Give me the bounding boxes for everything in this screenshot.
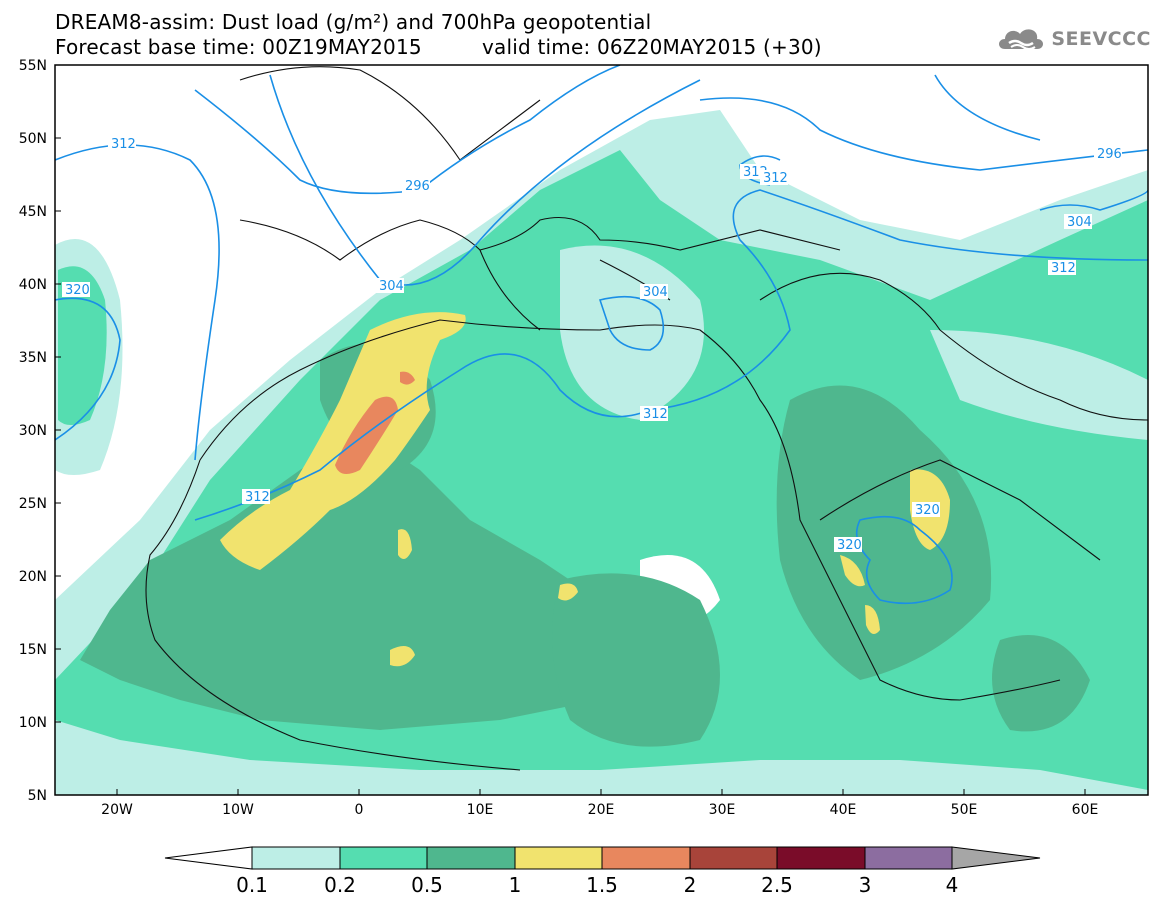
colorbar-segment — [864, 846, 953, 870]
svg-text:296: 296 — [1097, 147, 1122, 162]
contour-label: 320 — [834, 537, 862, 553]
colorbar-min-arrow — [164, 846, 253, 870]
seevccc-logo: SEEVCCC — [995, 24, 1151, 54]
dust-band-1-redsea — [840, 555, 865, 587]
colorbar-segment — [514, 846, 603, 870]
dust-band-0.5-sudan — [552, 573, 720, 747]
lat-label: 55N — [19, 58, 47, 74]
lat-labels: 55N 50N 45N 40N 35N 30N 25N 20N 15N 10N … — [19, 58, 47, 804]
svg-text:312: 312 — [643, 407, 668, 422]
svg-text:312: 312 — [111, 137, 136, 152]
colorbar-label: 3 — [859, 873, 872, 897]
logo-text: SEEVCCC — [1051, 28, 1151, 50]
lon-labels: 20W 10W 0 10E 20E 30E 40E 50E 60E — [101, 802, 1098, 818]
colorbar-label: 1 — [509, 873, 522, 897]
colorbar-label: 4 — [946, 873, 959, 897]
lat-label: 40N — [19, 277, 47, 293]
lat-label: 30N — [19, 423, 47, 439]
dust-band-1-yemen — [865, 605, 880, 634]
lat-label: 25N — [19, 496, 47, 512]
contour-label: 312 — [760, 170, 788, 186]
colorbar-segment — [251, 846, 341, 870]
svg-text:320: 320 — [65, 283, 90, 298]
contour-label: 312 — [242, 489, 270, 505]
colorbar-max-arrow — [951, 846, 1041, 870]
lon-label: 50E — [951, 802, 978, 818]
contour-label: 304 — [640, 284, 668, 300]
colorbar-labels: 0.1 0.2 0.5 1 1.5 2 2.5 3 4 — [236, 873, 958, 897]
svg-text:304: 304 — [1067, 215, 1092, 230]
colorbar-segment — [339, 846, 428, 870]
svg-text:312: 312 — [245, 490, 270, 505]
contour-label: 296 — [1094, 146, 1122, 162]
dust-band-0.2-west — [58, 266, 107, 425]
dust-band-1-chad — [398, 529, 412, 559]
contour-label: 312 — [1048, 260, 1076, 276]
colorbar — [164, 846, 1041, 870]
lon-label: 10W — [222, 802, 254, 818]
dust-band-0.5-arabia — [776, 385, 992, 680]
colorbar-segment — [601, 846, 691, 870]
colorbar-label: 2.5 — [761, 873, 793, 897]
map-title: DREAM8-assim: Dust load (g/m²) and 700hP… — [55, 10, 652, 34]
dust-band-1.5-north — [400, 371, 415, 385]
colorbar-segment — [689, 846, 778, 870]
valid-time: valid time: 06Z20MAY2015 (+30) — [482, 35, 822, 59]
contour-label: 304 — [1064, 214, 1092, 230]
lat-label: 5N — [28, 788, 47, 804]
colorbar-label: 0.2 — [324, 873, 356, 897]
lon-label: 60E — [1072, 802, 1099, 818]
lon-label: 30E — [709, 802, 736, 818]
svg-text:296: 296 — [405, 179, 430, 194]
colorbar-label: 2 — [684, 873, 697, 897]
dust-band-1-niger — [390, 646, 415, 667]
colorbar-label: 0.1 — [236, 873, 268, 897]
lat-label: 10N — [19, 715, 47, 731]
lat-label: 45N — [19, 204, 47, 220]
contour-label-group: 312 296 312 312 296 304 304 304 312 320 … — [62, 136, 1122, 553]
svg-text:320: 320 — [837, 538, 862, 553]
lon-label: 0 — [355, 802, 364, 818]
colorbar-label: 0.5 — [411, 873, 443, 897]
lon-label: 10E — [467, 802, 494, 818]
colorbar-segment — [776, 846, 866, 870]
contour-label: 312 — [108, 136, 136, 152]
coastlines — [145, 66, 1148, 771]
contour-label: 312 — [640, 406, 668, 422]
lon-label: 20W — [101, 802, 133, 818]
contour-label: 296 — [402, 178, 430, 194]
contour-label: 320 — [912, 502, 940, 518]
svg-text:304: 304 — [643, 285, 668, 300]
dust-field — [55, 65, 1148, 795]
lat-label: 20N — [19, 569, 47, 585]
lon-label: 40E — [830, 802, 857, 818]
contour-label: 320 — [62, 282, 90, 298]
dust-band-1-libya — [558, 583, 578, 601]
colorbar-segment — [426, 846, 516, 870]
lon-label: 20E — [588, 802, 615, 818]
svg-text:320: 320 — [915, 503, 940, 518]
dust-band-0.5-horn — [992, 635, 1090, 732]
cloud-icon — [999, 29, 1044, 50]
svg-text:304: 304 — [379, 279, 404, 294]
colorbar-label: 1.5 — [586, 873, 618, 897]
contour-label: 304 — [376, 278, 404, 294]
dust-band-1.5 — [335, 396, 398, 474]
lat-label: 35N — [19, 350, 47, 366]
forecast-base-time: Forecast base time: 00Z19MAY2015 — [55, 35, 422, 59]
svg-text:312: 312 — [1051, 261, 1076, 276]
dust-band-0.5-africa — [80, 430, 620, 730]
svg-text:312: 312 — [763, 171, 788, 186]
lat-label: 15N — [19, 642, 47, 658]
lat-label: 50N — [19, 131, 47, 147]
